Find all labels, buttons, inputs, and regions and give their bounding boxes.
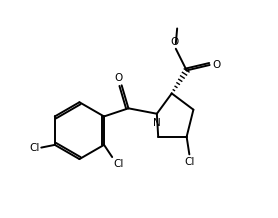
- Text: O: O: [212, 60, 221, 70]
- Text: N: N: [153, 118, 161, 128]
- Text: Cl: Cl: [184, 157, 195, 167]
- Text: O: O: [170, 37, 178, 47]
- Text: Cl: Cl: [113, 159, 124, 169]
- Text: O: O: [115, 73, 123, 83]
- Text: Cl: Cl: [29, 143, 40, 153]
